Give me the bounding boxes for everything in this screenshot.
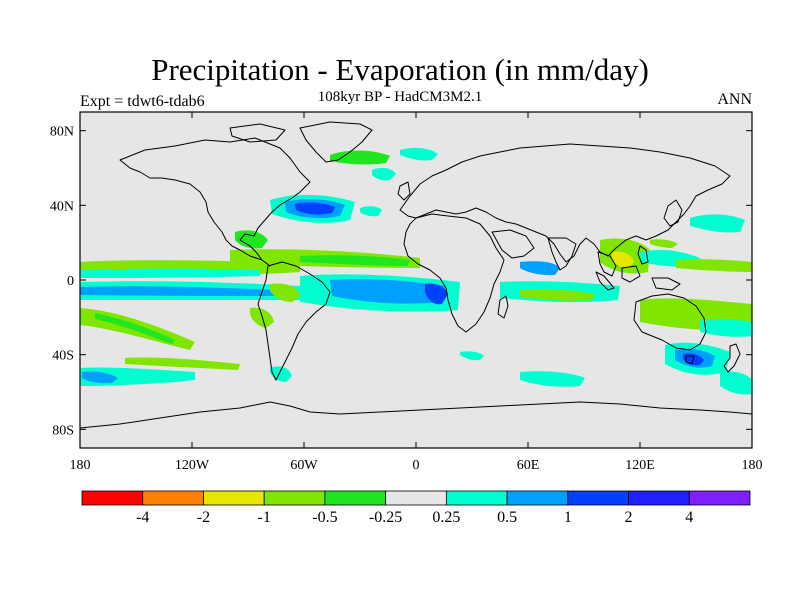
colorbar-label: 1 [564, 509, 572, 526]
continent-new-zealand [723, 343, 741, 373]
contour-west-pacific-green-band [676, 259, 752, 272]
y-tick-label: 80N [50, 125, 74, 140]
x-tick-label: 180 [742, 458, 763, 473]
colorbar-label: 2 [625, 509, 633, 526]
continent-north-america [119, 137, 311, 267]
y-axis-ticks: 80N 40N 0 40S 80S [50, 125, 752, 438]
continent-uk [397, 181, 411, 201]
experiment-label: Expt = tdwt6-tdab6 [80, 93, 205, 110]
continent-arabia [491, 229, 535, 259]
contour-field [80, 147, 752, 395]
colorbar-swatch [263, 490, 326, 506]
y-tick-label: 0 [67, 274, 74, 289]
contour-tropical-atlantic-north-2 [300, 255, 410, 266]
colorbar-label: -4 [136, 509, 149, 526]
x-tick-label: 60E [517, 458, 540, 473]
contour-south-pacific-green [125, 357, 240, 370]
contour-nordic-cyan-2 [372, 167, 396, 181]
continent-philippines [637, 245, 649, 265]
colorbar: -4 -2 -1 -0.5 -0.25 0.25 0.5 1 2 4 [81, 490, 751, 526]
contour-north-pacific-cyan [690, 214, 745, 233]
continent-australia [633, 293, 707, 351]
colorbar-label: 0.25 [432, 509, 460, 526]
contour-south-atlantic-blue [330, 278, 445, 304]
colorbar-swatch [688, 490, 751, 506]
contour-south-pacific-blue [82, 371, 118, 384]
continent-africa [403, 213, 505, 333]
colorbar-swatch [506, 490, 569, 506]
contour-north-atlantic-small [360, 206, 382, 217]
continent-new-guinea [651, 277, 681, 291]
contour-spcz-inner [95, 313, 175, 344]
season-label: ANN [717, 91, 752, 108]
colorbar-label: -0.5 [312, 509, 337, 526]
x-axis-ticks: 180 120W 60W 0 60E 120E 180 [70, 112, 763, 473]
continent-se-asia [597, 251, 617, 277]
colorbar-swatch [628, 490, 690, 506]
colorbar-swatch [445, 490, 508, 506]
contour-pacific-itcz-cyan [80, 268, 260, 278]
contour-indian-ocean-green [520, 289, 595, 301]
colorbar-label: 0.5 [497, 509, 517, 526]
continent-greenland [299, 121, 373, 163]
contour-gulf-guinea-core [425, 283, 448, 305]
x-tick-label: 120E [625, 458, 655, 473]
colorbar-swatch [203, 490, 265, 506]
y-tick-label: 40N [50, 199, 74, 214]
x-tick-label: 120W [175, 458, 210, 473]
colorbar-swatch [142, 490, 204, 506]
colorbar-label: -0.25 [369, 509, 402, 526]
contour-nordic-cyan [400, 147, 438, 161]
contour-southern-ocean-east [720, 371, 752, 395]
continent-canadian-archipelago [229, 123, 286, 143]
contour-indian-ocean-blue [520, 261, 560, 276]
colorbar-label: -2 [197, 509, 210, 526]
x-tick-label: 60W [290, 458, 318, 473]
contour-gulf-stream-core [295, 202, 335, 215]
continent-madagascar [497, 295, 509, 319]
continents [80, 121, 752, 429]
continent-india [547, 237, 577, 271]
colorbar-label: -1 [258, 509, 271, 526]
colorbar-swatch [324, 490, 387, 506]
contour-australia-east-cyan [700, 319, 752, 337]
contour-greenland-sea [330, 150, 390, 165]
continent-south-america [257, 261, 331, 381]
map-subtitle: 108kyr BP - HadCM3M2.1 [317, 89, 483, 105]
map-title: Precipitation - Evaporation (in mm/day) [151, 52, 649, 87]
contour-southern-ocean-cyan [520, 371, 585, 387]
contour-southern-ocean-small [460, 351, 484, 361]
x-tick-label: 180 [70, 458, 91, 473]
continent-sumatra [595, 271, 615, 291]
x-tick-label: 0 [413, 458, 420, 473]
contour-caribbean [235, 230, 268, 249]
continent-tasmania [685, 355, 695, 365]
continent-europe-asia [399, 143, 731, 263]
continent-japan [663, 199, 683, 227]
colorbar-swatch [385, 490, 447, 506]
y-tick-label: 80S [52, 423, 74, 438]
y-tick-label: 40S [52, 349, 74, 364]
contour-kuroshio-green [650, 239, 678, 248]
contour-amazon-green [270, 283, 300, 302]
colorbar-label: 4 [685, 509, 693, 526]
colorbar-swatch [567, 490, 629, 506]
colorbar-swatch [81, 490, 144, 506]
continent-borneo [621, 265, 641, 283]
contour-warm-pool-yellow [612, 251, 634, 268]
continent-antarctica [80, 401, 752, 429]
contour-east-pacific-blue [80, 286, 290, 296]
